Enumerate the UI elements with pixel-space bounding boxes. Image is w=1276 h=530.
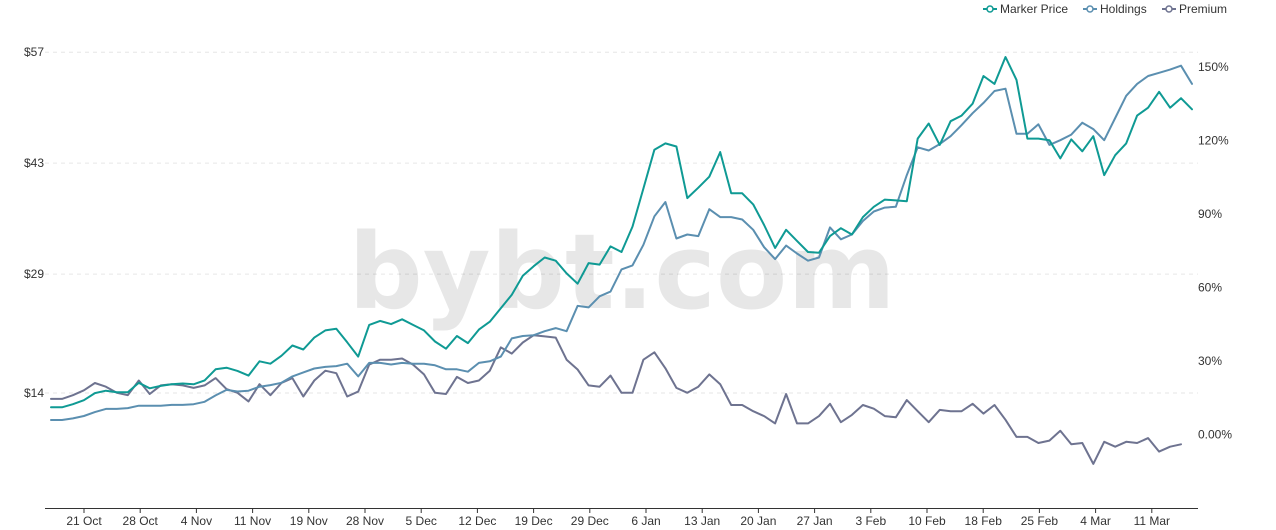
x-tick-label: 29 Dec: [571, 514, 609, 528]
y-right-tick-label: 30%: [1198, 354, 1222, 368]
legend-item-holdings[interactable]: Holdings: [1083, 2, 1147, 16]
y-left-tick-label: $43: [24, 156, 44, 170]
x-tick-label: 21 Oct: [66, 514, 102, 528]
x-tick-label: 28 Nov: [346, 514, 384, 528]
x-tick-label: 11 Mar: [1134, 514, 1170, 528]
series-line-marker-price: [50, 56, 1193, 409]
series-line-holdings: [50, 64, 1193, 421]
y-right-tick-label: 90%: [1198, 207, 1222, 221]
y-right-tick-label: 150%: [1198, 60, 1229, 74]
x-tick-label: 20 Jan: [740, 514, 776, 528]
legend-label: Holdings: [1100, 2, 1147, 16]
y-right-tick-label: 60%: [1198, 280, 1222, 294]
series-lines: [50, 56, 1193, 465]
legend-label: Premium: [1179, 2, 1227, 16]
watermark-text: bybt.com: [348, 211, 895, 333]
x-tick-label: 25 Feb: [1021, 514, 1059, 528]
x-tick-label: 3 Feb: [855, 514, 886, 528]
x-tick-label: 12 Dec: [458, 514, 496, 528]
legend-dot-icon: [1086, 5, 1094, 13]
x-tick-label: 13 Jan: [684, 514, 720, 528]
x-tick-label: 6 Jan: [631, 514, 660, 528]
x-tick-label: 19 Nov: [290, 514, 328, 528]
x-tick-label: 4 Nov: [181, 514, 212, 528]
x-tick-label: 11 Nov: [234, 514, 271, 528]
legend-label: Marker Price: [1000, 2, 1068, 16]
x-tick-label: 18 Feb: [965, 514, 1003, 528]
y-left-tick-label: $14: [24, 386, 44, 400]
y-left-tick-label: $29: [24, 267, 44, 281]
y-right-tick-label: 0.00%: [1198, 427, 1232, 441]
y-left-tick-label: $57: [24, 45, 44, 59]
legend-item-marker-price[interactable]: Marker Price: [983, 2, 1068, 16]
y-right-tick-label: 120%: [1198, 133, 1229, 147]
x-tick-label: 19 Dec: [515, 514, 553, 528]
axes: $14 $29 $43 $57 0.00% 30% 60% 90% 120% 150% 21 Oct…: [24, 45, 1232, 528]
legend-item-premium[interactable]: Premium: [1162, 2, 1227, 16]
legend-dot-icon: [1165, 5, 1173, 13]
x-tick-label: 28 Oct: [123, 514, 159, 528]
x-tick-label: 4 Mar: [1080, 514, 1111, 528]
legend-dot-icon: [986, 5, 994, 13]
legend[interactable]: Marker Price Holdings Premium: [983, 2, 1227, 16]
x-tick-label: 5 Dec: [406, 514, 437, 528]
x-tick-label: 10 Feb: [908, 514, 946, 528]
series-line-premium: [50, 334, 1182, 465]
x-tick-label: 27 Jan: [797, 514, 833, 528]
